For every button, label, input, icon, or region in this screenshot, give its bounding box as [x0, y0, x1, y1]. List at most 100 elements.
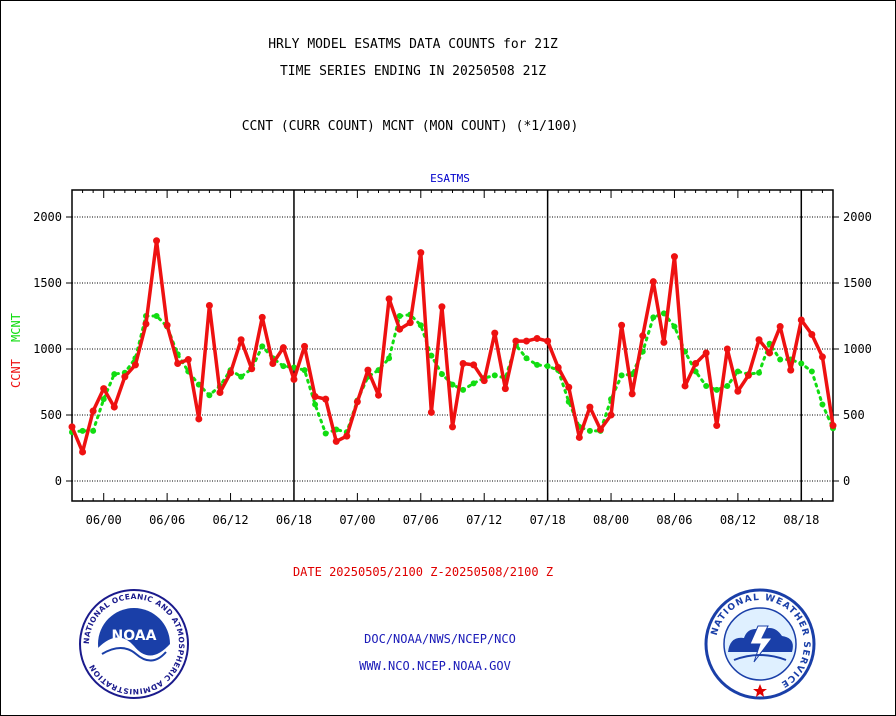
x-tick-label: 06/06 — [149, 513, 185, 527]
x-tick-label: 08/12 — [720, 513, 756, 527]
point-ccnt — [227, 369, 235, 377]
chart-title-line3: CCNT (CURR COUNT) MCNT (MON COUNT) (*1/1… — [241, 119, 579, 134]
point-mcnt — [671, 323, 678, 330]
point-ccnt — [311, 393, 319, 401]
y-tick-label-left: 2000 — [33, 210, 62, 224]
point-mcnt — [90, 427, 97, 434]
point-ccnt — [89, 407, 97, 415]
point-mcnt — [386, 355, 393, 362]
point-ccnt — [533, 334, 541, 342]
point-ccnt — [364, 366, 372, 374]
point-mcnt — [449, 381, 456, 388]
point-ccnt — [237, 336, 245, 344]
point-ccnt — [121, 373, 129, 381]
point-mcnt — [523, 355, 530, 362]
point-mcnt — [808, 368, 815, 375]
point-ccnt — [787, 366, 795, 374]
point-ccnt — [343, 432, 351, 440]
point-ccnt — [353, 398, 361, 406]
point-ccnt — [184, 356, 192, 364]
point-ccnt — [639, 332, 647, 340]
point-ccnt — [375, 391, 383, 399]
y-axis-label-mcnt: MCNT — [9, 313, 23, 342]
point-ccnt — [153, 237, 161, 245]
point-ccnt — [131, 361, 139, 369]
point-mcnt — [703, 382, 710, 389]
point-mcnt — [153, 313, 160, 319]
point-ccnt — [269, 360, 277, 368]
point-ccnt — [480, 377, 488, 385]
x-tick-label: 06/00 — [86, 513, 122, 527]
point-ccnt — [417, 249, 425, 257]
series-layer — [68, 237, 837, 456]
series-line-ccnt — [70, 239, 835, 454]
x-tick-label: 07/06 — [403, 513, 439, 527]
point-ccnt — [279, 344, 287, 352]
x-tick-label: 06/12 — [212, 513, 248, 527]
x-tick-label: 07/12 — [466, 513, 502, 527]
point-ccnt — [258, 313, 266, 321]
point-mcnt — [428, 352, 435, 359]
website-label: WWW.NCO.NCEP.NOAA.GOV — [359, 659, 511, 673]
point-ccnt — [755, 336, 763, 344]
point-mcnt — [460, 386, 467, 393]
point-ccnt — [744, 371, 752, 379]
plot-frame — [71, 189, 834, 502]
point-mcnt — [470, 380, 477, 387]
point-ccnt — [205, 301, 213, 309]
point-ccnt — [628, 390, 636, 398]
point-ccnt — [79, 448, 87, 456]
point-ccnt — [68, 423, 76, 431]
nws-logo-icon: NATIONAL WEATHER SERVICE — [704, 588, 816, 700]
point-ccnt — [586, 403, 594, 411]
chart-title-line2: TIME SERIES ENDING IN 20250508 21Z — [279, 64, 547, 79]
point-ccnt — [491, 329, 499, 337]
grid-layer — [72, 216, 833, 482]
point-ccnt — [544, 337, 552, 345]
point-ccnt — [290, 375, 298, 383]
x-tick-label: 08/18 — [783, 513, 819, 527]
point-mcnt — [491, 372, 498, 379]
point-ccnt — [766, 349, 774, 357]
y-axis-label-ccnt: CCNT — [9, 359, 23, 388]
point-ccnt — [248, 365, 256, 373]
point-ccnt — [702, 349, 710, 357]
y-tick-label-right: 1500 — [843, 276, 872, 290]
point-mcnt — [238, 373, 245, 380]
point-ccnt — [396, 325, 404, 333]
point-ccnt — [216, 389, 224, 397]
y-tick-label-right: 500 — [843, 408, 865, 422]
point-mcnt — [206, 392, 213, 399]
point-ccnt — [575, 433, 583, 441]
point-mcnt — [79, 427, 86, 434]
point-mcnt — [438, 371, 445, 378]
point-ccnt — [512, 337, 520, 345]
point-mcnt — [396, 313, 403, 319]
org-label: DOC/NOAA/NWS/NCEP/NCO — [364, 632, 516, 646]
panel-title: ESATMS — [430, 172, 470, 185]
date-range-label: DATE 20250505/2100 Z-20250508/2100 Z — [292, 565, 554, 579]
point-mcnt — [819, 401, 826, 408]
point-ccnt — [713, 422, 721, 430]
point-ccnt — [459, 360, 467, 368]
point-ccnt — [607, 411, 615, 419]
point-mcnt — [650, 314, 657, 321]
point-ccnt — [734, 387, 742, 395]
point-mcnt — [322, 430, 329, 437]
point-ccnt — [406, 319, 414, 327]
point-ccnt — [322, 395, 330, 403]
point-ccnt — [554, 363, 562, 371]
x-tick-label: 06/18 — [276, 513, 312, 527]
point-ccnt — [449, 423, 456, 431]
point-ccnt — [301, 342, 309, 350]
point-mcnt — [301, 367, 308, 374]
point-ccnt — [808, 330, 816, 338]
point-ccnt — [427, 408, 435, 416]
noaa-logo-icon: NATIONAL OCEANIC AND ATMOSPHERIC ADMINIS… — [79, 589, 189, 699]
point-ccnt — [174, 360, 182, 368]
y-tick-label-right: 0 — [843, 474, 850, 488]
x-tick-label: 07/00 — [339, 513, 375, 527]
point-ccnt — [797, 316, 805, 324]
point-mcnt — [100, 396, 107, 403]
